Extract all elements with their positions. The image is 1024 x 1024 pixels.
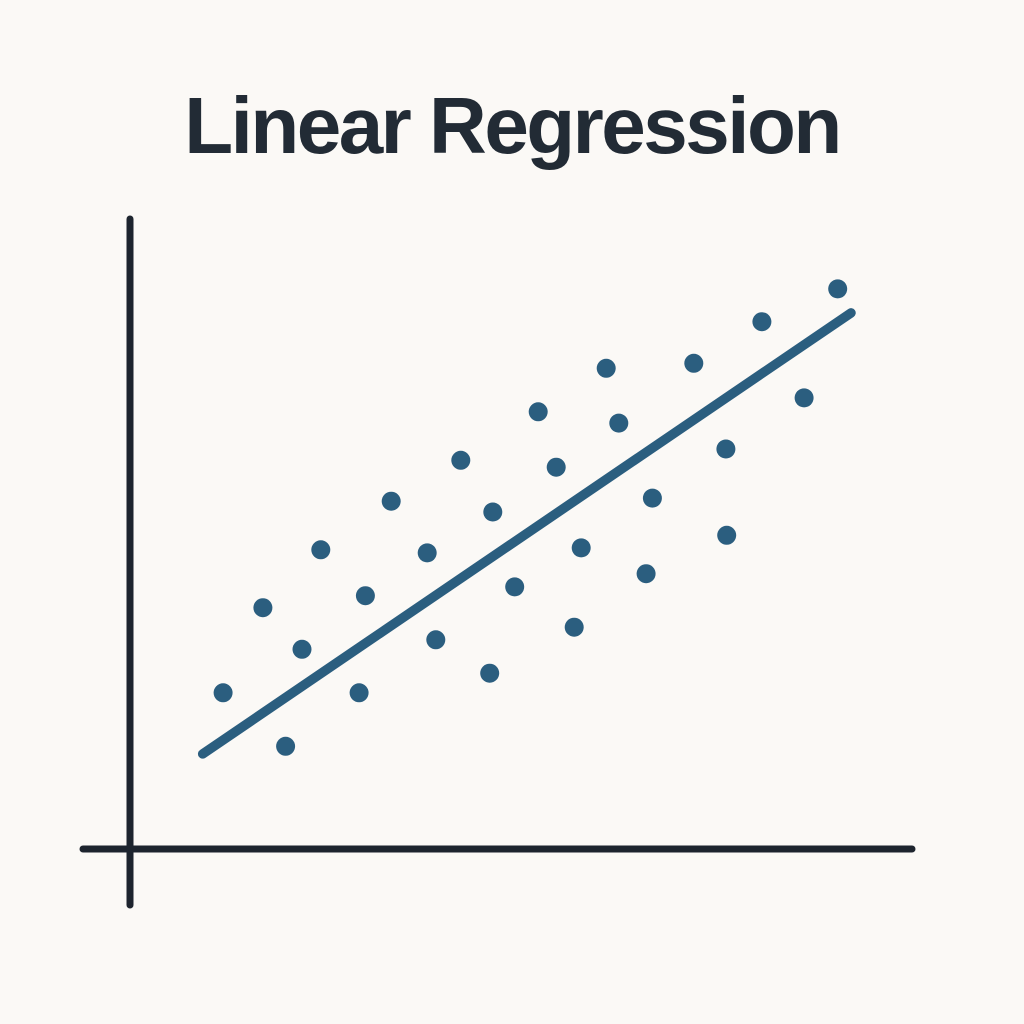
data-point <box>636 564 656 584</box>
data-point <box>276 736 296 756</box>
data-point <box>483 502 503 522</box>
data-point <box>546 457 566 477</box>
data-point <box>571 538 591 558</box>
data-point <box>349 683 369 703</box>
data-point <box>505 577 525 597</box>
data-point <box>381 491 401 511</box>
data-point <box>451 450 471 470</box>
data-point <box>596 358 616 378</box>
data-point <box>355 586 375 606</box>
data-point <box>752 312 772 332</box>
data-point <box>828 279 848 299</box>
data-point <box>717 525 737 545</box>
data-point <box>480 663 500 683</box>
data-point <box>426 630 446 650</box>
data-point <box>609 413 629 433</box>
data-point <box>292 639 312 659</box>
data-point <box>311 540 331 560</box>
regression-line <box>197 308 856 759</box>
data-point <box>684 353 704 373</box>
chart-title: Linear Regression <box>184 81 842 170</box>
data-point <box>564 617 584 637</box>
data-point <box>213 683 233 703</box>
data-point <box>528 402 548 422</box>
data-point <box>794 388 814 408</box>
data-point <box>716 439 736 459</box>
data-point <box>642 488 662 508</box>
data-point <box>417 543 437 563</box>
data-point <box>253 598 273 618</box>
